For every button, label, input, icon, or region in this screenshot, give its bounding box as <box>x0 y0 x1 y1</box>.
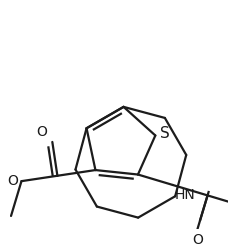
Text: HN: HN <box>175 188 195 202</box>
Text: O: O <box>36 125 47 139</box>
Text: O: O <box>7 174 18 188</box>
Text: O: O <box>192 233 203 246</box>
Text: S: S <box>160 126 170 141</box>
